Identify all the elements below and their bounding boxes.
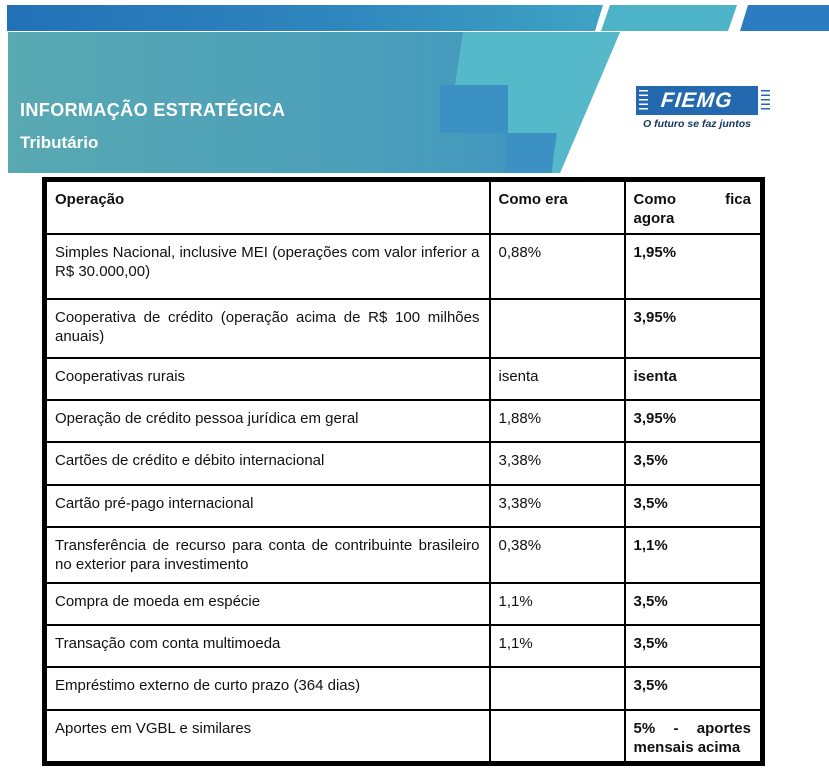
cell-operacao: Aportes em VGBL e similares <box>43 708 491 765</box>
cell-como-fica: isenta <box>623 356 764 401</box>
fiemg-tagline: O futuro se faz juntos <box>643 118 751 130</box>
cell-como-era: 1,1% <box>488 623 626 668</box>
table-row: Cartão pré-pago internacional 3,38% 3,5% <box>43 483 764 528</box>
cell-como-fica: 3,5% <box>623 665 764 711</box>
table-row: Cooperativa de crédito (operação acima d… <box>43 297 764 359</box>
cell-como-fica: 3,5% <box>623 623 764 668</box>
staircase-dark-shape-bottom <box>505 133 557 173</box>
col-header-como-era: Como era <box>488 178 626 235</box>
fiemg-logo-text: FIEMG <box>660 88 735 112</box>
cell-operacao: Operação de crédito pessoa jurídica em g… <box>43 398 491 443</box>
table-row: Transação com conta multimoeda 1,1% 3,5% <box>43 623 764 668</box>
cell-operacao: Cooperativa de crédito (operação acima d… <box>43 297 491 359</box>
cell-como-fica: 1,1% <box>623 525 764 584</box>
cell-como-era: isenta <box>488 356 626 401</box>
logo-speedlines-left-icon <box>639 90 648 111</box>
cell-como-era: 0,88% <box>488 232 626 300</box>
col-header-operacao: Operação <box>43 178 491 235</box>
cell-operacao: Cooperativas rurais <box>43 356 491 401</box>
cell-operacao: Transação com conta multimoeda <box>43 623 491 668</box>
fiemg-logo-box: FIEMG <box>636 86 770 115</box>
tax-table-container: Operação Como era Como fica agora Simple… <box>42 177 765 766</box>
cell-como-fica: 3,5% <box>623 581 764 626</box>
cell-como-fica: 3,95% <box>623 297 764 359</box>
cell-como-fica: 3,5% <box>623 440 764 486</box>
table-row: Transferência de recurso para conta de c… <box>43 525 764 584</box>
cell-como-era <box>488 708 626 765</box>
top-bar-teal-segment <box>601 5 737 31</box>
table-row: Compra de moeda em espécie 1,1% 3,5% <box>43 581 764 626</box>
table-row: Aportes em VGBL e similares 5% - aportes… <box>43 708 764 765</box>
cell-como-era: 0,38% <box>488 525 626 584</box>
cell-operacao: Empréstimo externo de curto prazo (364 d… <box>43 665 491 711</box>
cell-como-fica: 3,5% <box>623 483 764 528</box>
col-header-como-fica-agora: Como fica agora <box>623 178 764 235</box>
table-header-row: Operação Como era Como fica agora <box>43 178 764 235</box>
cell-como-era: 3,38% <box>488 483 626 528</box>
fiemg-logo: FIEMG O futuro se faz juntos <box>630 86 775 130</box>
top-bar-gradient <box>7 5 603 31</box>
table-row: Operação de crédito pessoa jurídica em g… <box>43 398 764 443</box>
cell-operacao: Cartões de crédito e débito internaciona… <box>43 440 491 486</box>
tax-comparison-table: Operação Como era Como fica agora Simple… <box>42 177 765 766</box>
cell-como-era: 1,88% <box>488 398 626 443</box>
cell-como-era <box>488 297 626 359</box>
cell-operacao: Cartão pré-pago internacional <box>43 483 491 528</box>
cell-como-era: 3,38% <box>488 440 626 486</box>
top-bar-right-segment <box>740 5 829 31</box>
cell-operacao: Compra de moeda em espécie <box>43 581 491 626</box>
logo-speedlines-right-icon <box>761 90 770 111</box>
cell-como-era <box>488 665 626 711</box>
cell-operacao: Transferência de recurso para conta de c… <box>43 525 491 584</box>
cell-como-era: 1,1% <box>488 581 626 626</box>
page-subtitle: Tributário <box>20 133 99 152</box>
table-row: Simples Nacional, inclusive MEI (operaçõ… <box>43 232 764 300</box>
page-title: INFORMAÇÃO ESTRATÉGICA <box>20 100 286 120</box>
cell-como-fica: 3,95% <box>623 398 764 443</box>
cell-como-fica: 1,95% <box>623 232 764 300</box>
table-row: Cooperativas rurais isenta isenta <box>43 356 764 401</box>
cell-como-fica: 5% - aportes mensais acima <box>623 708 764 765</box>
table-row: Cartões de crédito e débito internaciona… <box>43 440 764 486</box>
table-row: Empréstimo externo de curto prazo (364 d… <box>43 665 764 711</box>
staircase-dark-shape-top <box>440 85 508 133</box>
cell-operacao: Simples Nacional, inclusive MEI (operaçõ… <box>43 232 491 300</box>
